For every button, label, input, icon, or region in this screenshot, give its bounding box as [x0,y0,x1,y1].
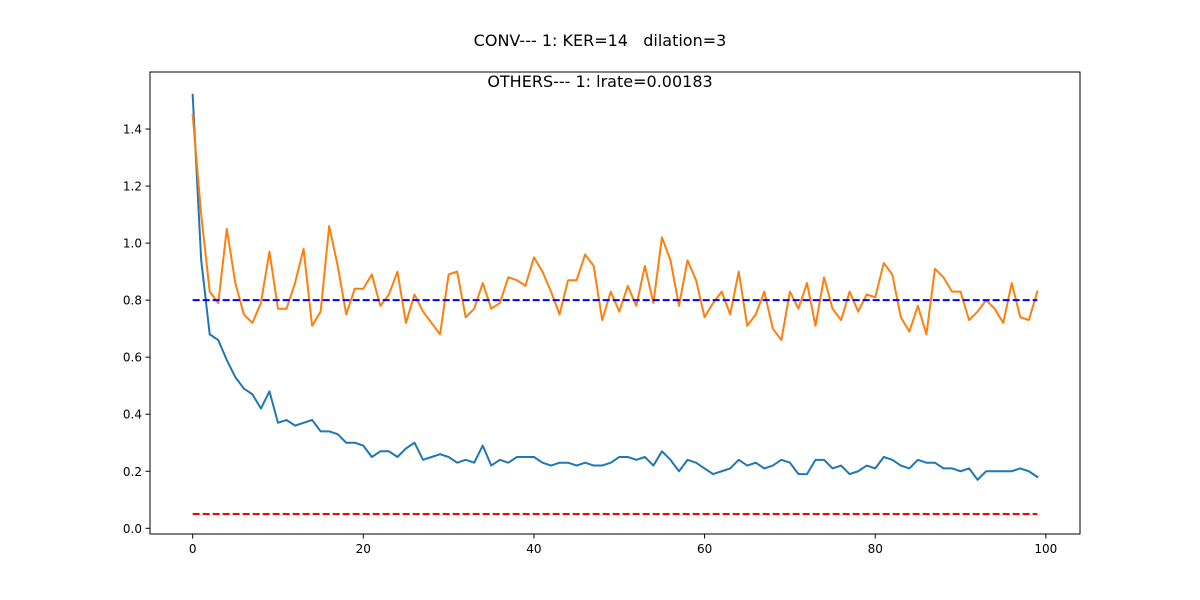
y-tick-label: 1.0 [123,237,142,251]
y-tick-label: 0.2 [123,465,142,479]
y-tick-label: 0.4 [123,408,142,422]
chart-suptitle: CONV--- 1: KER=14 dilation=3 [473,31,727,50]
x-tick-label: 80 [868,542,883,556]
y-tick-label: 1.2 [123,180,142,194]
axes-frame [149,71,1081,535]
x-tick-label: 40 [526,542,541,556]
x-tick-label: 0 [189,542,197,556]
axes: 0 20 40 60 80 100 0.0 0.2 0.4 0.6 0.8 1.0 1.2 1.4 [123,71,1081,556]
chart-title: OTHERS--- 1: lrate=0.00183 [487,72,713,91]
y-tick-label: 0.0 [123,522,142,536]
series-line-2 [191,113,1039,342]
x-tick-label: 100 [1034,542,1057,556]
x-tick-label: 60 [697,542,712,556]
series-line-1 [191,93,1039,481]
x-tick-label: 20 [356,542,371,556]
y-tick-label: 1.4 [123,123,142,137]
y-tick-label: 0.6 [123,351,142,365]
y-tick-label: 0.8 [123,294,142,308]
plot-area [191,93,1039,516]
